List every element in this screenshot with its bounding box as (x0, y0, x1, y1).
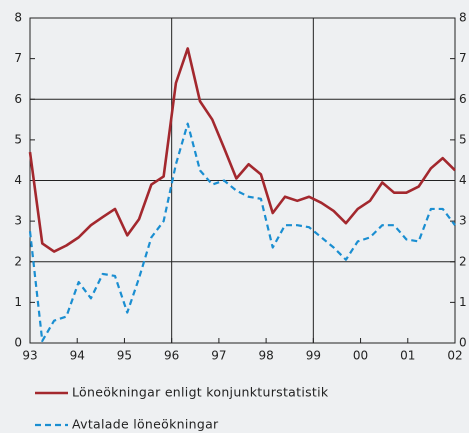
series-line (28, 122, 456, 343)
y2-tick-label: 5 (459, 132, 467, 146)
x-tick-label: 93 (22, 349, 37, 363)
y2-tick-label: 3 (459, 214, 467, 228)
y-tick-label: 8 (14, 11, 22, 25)
x-tick-label: 00 (353, 349, 368, 363)
y-tick-label: 1 (14, 295, 22, 309)
y2-tick-label: 8 (459, 11, 467, 25)
x-tick-label: 98 (258, 349, 273, 363)
x-tick-label: 94 (70, 349, 85, 363)
y-tick-label: 0 (14, 336, 22, 350)
x-tick-label: 02 (447, 349, 462, 363)
y-tick-label: 6 (14, 92, 22, 106)
y-tick-label: 7 (14, 51, 22, 65)
y-tick-label: 3 (14, 214, 22, 228)
y2-tick-label: 0 (459, 336, 467, 350)
y-tick-label: 4 (14, 173, 22, 187)
y2-tick-label: 1 (459, 295, 467, 309)
legend-label: Avtalade löneökningar (72, 417, 219, 432)
y2-tick-label: 6 (459, 92, 467, 106)
series-line (28, 47, 456, 253)
y2-tick-label: 7 (459, 51, 467, 65)
x-tick-label: 97 (211, 349, 226, 363)
x-tick-label: 99 (306, 349, 321, 363)
x-tick-label: 01 (400, 349, 415, 363)
x-tick-label: 95 (117, 349, 132, 363)
y2-tick-label: 2 (459, 254, 467, 268)
x-tick-label: 96 (164, 349, 179, 363)
y-tick-label: 5 (14, 132, 22, 146)
legend-label: Löneökningar enligt konjunkturstatistik (72, 385, 329, 400)
y-tick-label: 2 (14, 254, 22, 268)
y2-tick-label: 4 (459, 173, 467, 187)
